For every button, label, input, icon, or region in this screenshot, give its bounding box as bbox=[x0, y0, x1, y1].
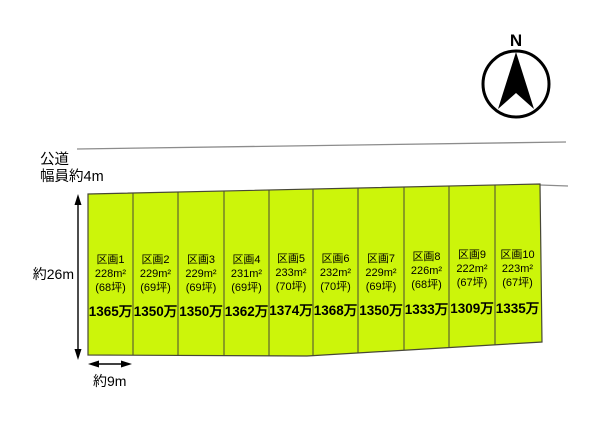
arrow-down-icon bbox=[74, 349, 82, 360]
arrow-left-icon bbox=[88, 360, 99, 368]
plot-price: 1350万 bbox=[179, 304, 223, 319]
plot-name: 区画10 bbox=[500, 249, 534, 261]
plot-price: 1350万 bbox=[134, 304, 178, 319]
plot-name: 区画3 bbox=[187, 254, 215, 266]
road-boundary-extension-line bbox=[539, 184, 569, 187]
plot-price: 1333万 bbox=[405, 302, 449, 317]
plot-labels: 区画1 228m² (68坪) 1365万 区画2 229m² (69坪) 13… bbox=[89, 249, 540, 319]
plot-area: 231m² bbox=[231, 268, 263, 280]
plot-price: 1309万 bbox=[450, 301, 494, 316]
plot-3: 区画3 229m² (69坪) 1350万 bbox=[179, 254, 223, 319]
plot-tsubo: (68坪) bbox=[95, 281, 126, 294]
plot-tsubo: (69坪) bbox=[231, 281, 262, 294]
plot-area: 229m² bbox=[365, 267, 397, 279]
plot-area: 223m² bbox=[502, 263, 534, 275]
plot-price: 1362万 bbox=[225, 304, 269, 319]
plot-area: 222m² bbox=[456, 263, 488, 275]
road-width-label: 幅員約4m bbox=[40, 168, 104, 185]
plot-price: 1368万 bbox=[314, 303, 358, 318]
plot-tsubo: (69坪) bbox=[186, 281, 217, 294]
plot-name: 区画2 bbox=[141, 254, 169, 266]
plot-price: 1350万 bbox=[359, 303, 403, 318]
plot-tsubo: (67坪) bbox=[457, 276, 488, 289]
plot-1: 区画1 228m² (68坪) 1365万 bbox=[89, 254, 133, 319]
plot-price: 1374万 bbox=[269, 303, 313, 318]
plot-area: 229m² bbox=[140, 268, 172, 280]
road-name-label: 公道 bbox=[40, 151, 69, 168]
frontage-dimension-label: 約9m bbox=[93, 373, 126, 389]
depth-dimension-label: 約26m bbox=[33, 266, 74, 282]
land-polygon bbox=[87, 183, 543, 357]
road-label: 公道 幅員約4m bbox=[40, 151, 104, 185]
plot-name: 区画6 bbox=[321, 253, 349, 265]
plot-area: 226m² bbox=[411, 265, 443, 277]
plot-4: 区画4 231m² (69坪) 1362万 bbox=[225, 254, 269, 319]
plot-10: 区画10 223m² (67坪) 1335万 bbox=[496, 249, 540, 316]
plot-name: 区画7 bbox=[367, 253, 395, 265]
plot-tsubo: (69坪) bbox=[140, 281, 171, 294]
plot-name: 区画5 bbox=[277, 253, 305, 265]
plot-7: 区画7 229m² (69坪) 1350万 bbox=[359, 253, 403, 318]
arrow-right-icon bbox=[121, 360, 132, 368]
plot-price: 1335万 bbox=[496, 301, 540, 316]
plot-area: 232m² bbox=[320, 267, 352, 279]
compass: N bbox=[481, 31, 551, 119]
north-arrow-icon bbox=[498, 52, 534, 109]
plot-area: 229m² bbox=[185, 268, 217, 280]
plot-9: 区画9 222m² (67坪) 1309万 bbox=[450, 249, 494, 316]
plot-tsubo: (67坪) bbox=[502, 276, 533, 289]
plot-area: 233m² bbox=[275, 267, 307, 279]
plot-price: 1365万 bbox=[89, 304, 133, 319]
plot-dividers bbox=[132, 185, 496, 356]
plot-tsubo: (70坪) bbox=[320, 280, 351, 293]
plot-name: 区画1 bbox=[96, 254, 124, 266]
frontage-dimension-arrow: 約9m bbox=[88, 360, 132, 389]
plot-name: 区画4 bbox=[232, 254, 260, 266]
plot-2: 区画2 229m² (69坪) 1350万 bbox=[134, 254, 178, 319]
road-upper-edge-line bbox=[76, 141, 567, 150]
plot-6: 区画6 232m² (70坪) 1368万 bbox=[314, 253, 358, 318]
plot-8: 区画8 226m² (68坪) 1333万 bbox=[405, 251, 449, 317]
plot-name: 区画9 bbox=[458, 249, 486, 261]
arrow-up-icon bbox=[74, 194, 82, 205]
plot-name: 区画8 bbox=[412, 251, 440, 263]
plot-area: 228m² bbox=[95, 268, 127, 280]
plot-tsubo: (69坪) bbox=[366, 280, 397, 293]
north-label: N bbox=[510, 31, 522, 50]
depth-dimension-arrow: 約26m bbox=[33, 194, 82, 360]
plot-tsubo: (68坪) bbox=[411, 278, 442, 291]
plot-tsubo: (70坪) bbox=[276, 280, 307, 293]
plot-5: 区画5 233m² (70坪) 1374万 bbox=[269, 253, 313, 318]
